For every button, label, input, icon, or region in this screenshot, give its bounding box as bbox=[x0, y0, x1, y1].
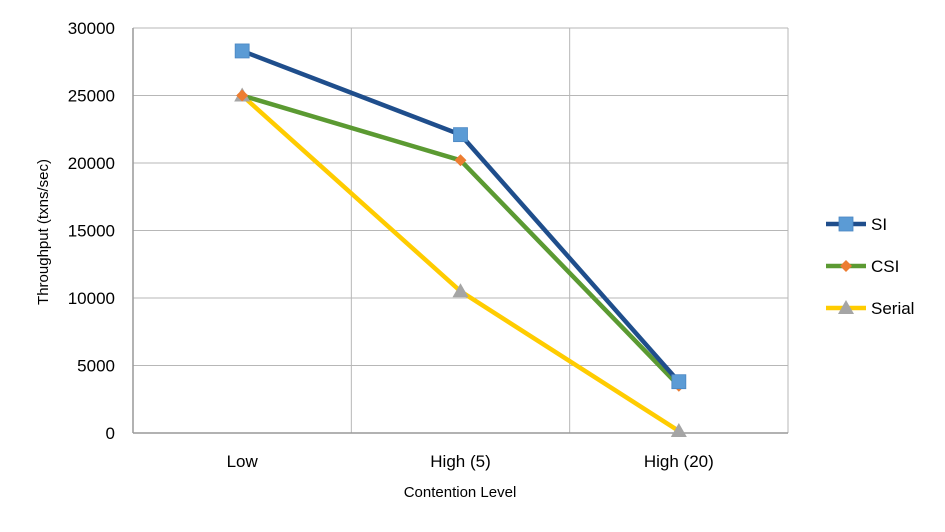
data-point-si bbox=[234, 43, 250, 59]
x-axis-title: Contention Level bbox=[404, 484, 517, 501]
y-tick-label: 10000 bbox=[68, 289, 115, 308]
series-line-serial bbox=[240, 93, 681, 433]
data-point-csi bbox=[236, 89, 249, 102]
legend-marker-csi bbox=[840, 260, 852, 272]
x-axis-ticks: Low High (5) High (20) bbox=[227, 452, 714, 471]
y-axis-ticks: 0 5000 10000 15000 20000 25000 30000 bbox=[68, 19, 115, 443]
legend-marker-serial bbox=[838, 300, 854, 314]
y-tick-label: 5000 bbox=[77, 357, 115, 376]
x-tick-label: High (20) bbox=[644, 452, 714, 471]
data-point-si bbox=[671, 374, 687, 390]
legend-label-si: SI bbox=[871, 215, 887, 234]
legend: SI CSI Serial bbox=[826, 215, 914, 318]
legend-label-csi: CSI bbox=[871, 257, 899, 276]
data-point-si bbox=[453, 127, 468, 143]
y-axis-title: Throughput (txns/sec) bbox=[35, 159, 52, 305]
grid-lines bbox=[132, 27, 789, 434]
legend-label-serial: Serial bbox=[871, 299, 914, 318]
data-point-serial bbox=[452, 283, 469, 298]
legend-marker-si bbox=[838, 216, 854, 232]
y-tick-label: 15000 bbox=[68, 222, 115, 241]
y-tick-label: 0 bbox=[106, 424, 115, 443]
data-point-csi bbox=[454, 154, 467, 167]
x-tick-label: High (5) bbox=[430, 452, 490, 471]
series-markers bbox=[234, 43, 687, 437]
series-lines bbox=[240, 48, 681, 433]
data-point-serial bbox=[670, 422, 687, 437]
x-tick-label: Low bbox=[227, 452, 259, 471]
y-tick-label: 30000 bbox=[68, 19, 115, 38]
y-tick-label: 20000 bbox=[68, 154, 115, 173]
series-line-si bbox=[241, 48, 681, 384]
y-tick-label: 25000 bbox=[68, 87, 115, 106]
